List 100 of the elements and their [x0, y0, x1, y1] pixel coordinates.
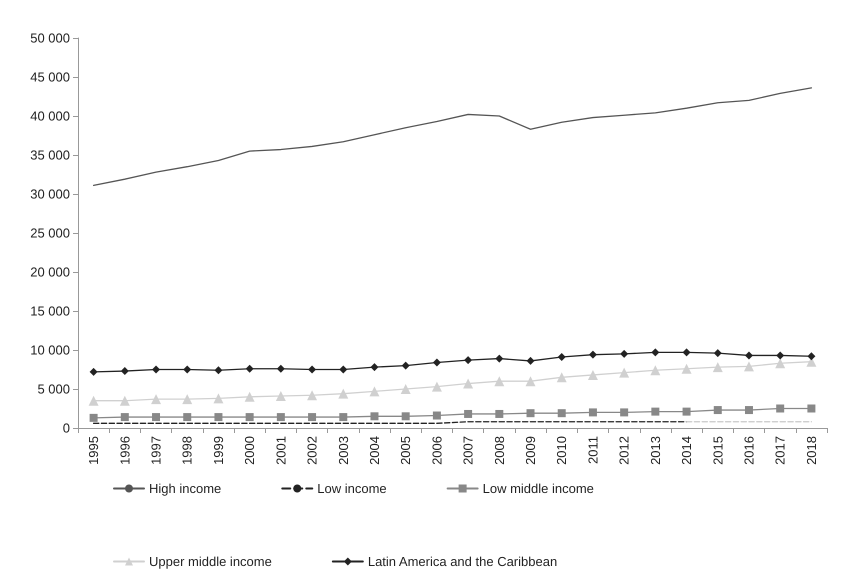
point	[807, 404, 816, 412]
point	[120, 413, 129, 422]
x-tick-label: 2007	[460, 436, 476, 465]
x-tick-label: 2012	[616, 436, 632, 465]
x-tick-label: 2015	[710, 436, 726, 465]
point	[213, 393, 224, 404]
x-tick-label: 2017	[772, 436, 788, 465]
point	[120, 367, 129, 376]
point	[307, 390, 318, 400]
point	[620, 408, 628, 416]
point	[120, 396, 130, 406]
legend-label: Latin America and the Caribbean	[368, 554, 558, 569]
point	[807, 352, 816, 360]
point	[588, 370, 598, 380]
x-tick-label: 1995	[86, 436, 102, 465]
point	[400, 384, 411, 394]
line-series	[92, 87, 812, 186]
point	[432, 382, 442, 392]
x-tick-label: 2014	[679, 436, 694, 465]
point	[246, 364, 254, 373]
x-tick-label: 1996	[117, 436, 132, 465]
x-tick-label: 2005	[398, 436, 414, 465]
point	[276, 413, 285, 422]
legend-label: Low income	[317, 481, 387, 496]
point	[682, 364, 692, 374]
x-tick-label: 2009	[523, 436, 538, 465]
point	[619, 368, 630, 378]
point	[276, 364, 285, 373]
x-tick-label: 2001	[273, 436, 288, 465]
point	[308, 413, 316, 422]
legend-label: Low middle income	[482, 481, 594, 496]
point	[151, 394, 162, 404]
point	[152, 366, 160, 374]
point	[650, 365, 660, 376]
point	[432, 412, 441, 420]
point	[556, 372, 567, 382]
point	[152, 413, 160, 422]
point	[776, 404, 784, 412]
x-tick-label: 2018	[804, 436, 819, 465]
y-tick-label: 50 000	[30, 30, 70, 46]
x-tick-label: 1999	[210, 436, 226, 465]
y-tick-label: 20 000	[30, 264, 70, 280]
point	[526, 356, 535, 365]
point	[494, 376, 504, 386]
y-tick-label: 10 000	[30, 342, 70, 358]
x-tick-label: 2016	[741, 436, 756, 465]
point	[588, 350, 597, 359]
x-tick-label: 2000	[242, 436, 258, 465]
x-tick-label: 2008	[492, 436, 507, 465]
point	[246, 413, 254, 422]
point	[651, 348, 660, 356]
point	[214, 413, 222, 422]
point	[183, 366, 192, 374]
point	[214, 366, 222, 374]
point	[620, 350, 628, 358]
point	[775, 358, 786, 368]
point	[744, 406, 753, 414]
x-tick-label: 2002	[304, 436, 320, 465]
point	[402, 362, 410, 370]
legend-label: High income	[149, 481, 222, 496]
point	[526, 376, 536, 386]
point	[432, 358, 441, 366]
y-tick-label: 15 000	[30, 304, 70, 318]
y-tick-label: 30 000	[30, 186, 70, 202]
point	[588, 408, 597, 416]
y-tick-label: 35 000	[30, 148, 70, 162]
point	[464, 410, 472, 418]
point	[744, 361, 754, 372]
point	[558, 353, 566, 362]
point	[339, 413, 348, 422]
point	[90, 414, 98, 422]
point	[495, 410, 504, 418]
y-tick-label: 25 000	[30, 226, 70, 240]
point	[402, 412, 410, 420]
point	[712, 362, 723, 372]
point	[526, 409, 535, 418]
legend-label: Upper middle income	[149, 554, 272, 569]
point	[558, 409, 566, 418]
point	[90, 368, 98, 376]
point	[464, 356, 472, 364]
x-tick-label: 2013	[648, 436, 663, 465]
x-tick-label: 2004	[366, 436, 382, 465]
point	[183, 413, 192, 422]
point	[276, 391, 286, 402]
point	[714, 406, 722, 414]
x-tick-label: 1998	[180, 436, 195, 465]
point	[714, 349, 722, 358]
y-tick-label: 45 000	[30, 70, 70, 84]
point	[369, 386, 380, 396]
point	[495, 354, 504, 363]
point	[338, 388, 348, 399]
y-tick-label: 5 000	[37, 382, 70, 396]
y-tick-label: 0	[62, 420, 70, 436]
point	[182, 394, 192, 404]
point	[339, 366, 348, 374]
y-tick-label: 40 000	[30, 108, 70, 124]
point	[744, 351, 753, 360]
point	[651, 408, 660, 416]
point	[682, 348, 691, 356]
point	[370, 363, 378, 372]
